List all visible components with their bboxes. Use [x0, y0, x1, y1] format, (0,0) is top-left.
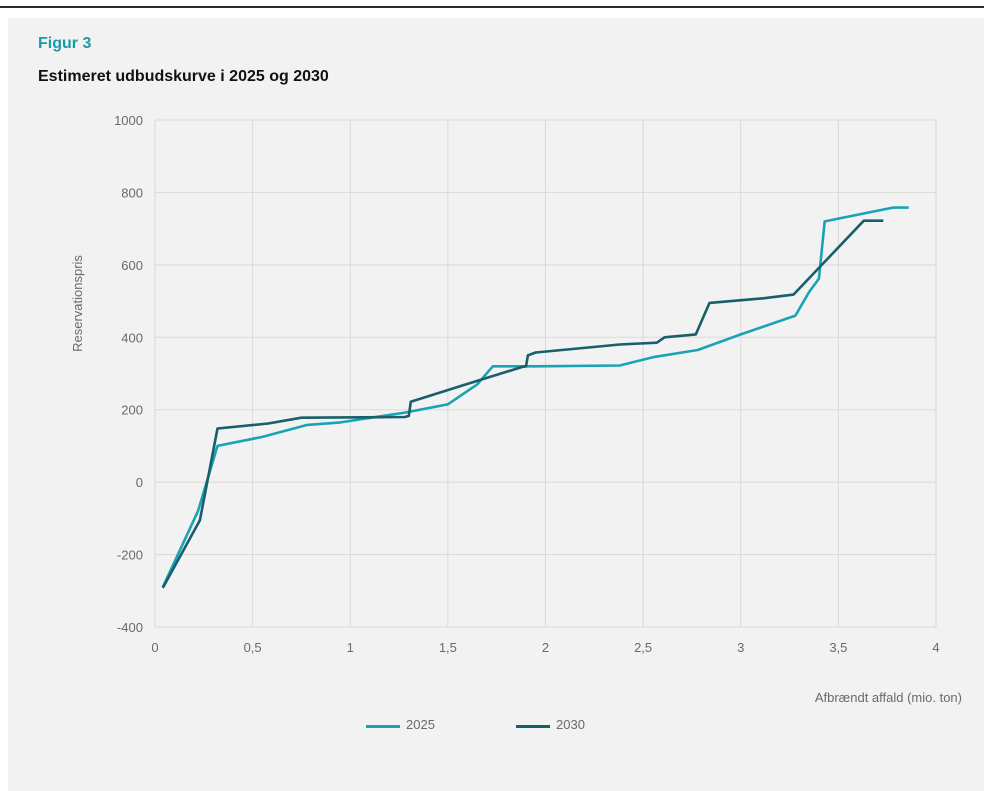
x-tick-label: 1,5 — [439, 640, 457, 655]
x-tick-label: 0 — [151, 640, 158, 655]
y-tick-label: 400 — [121, 330, 143, 345]
x-tick-labels: 0 0,5 1 1,5 2 2,5 3 3,5 4 — [151, 640, 939, 655]
x-tick-label: 3 — [737, 640, 744, 655]
x-tick-label: 0,5 — [244, 640, 262, 655]
series-lines — [161, 206, 909, 589]
figure-label: Figur 3 — [38, 35, 92, 52]
legend-swatch-2025 — [366, 725, 400, 728]
y-tick-label: -200 — [117, 548, 143, 563]
y-tick-label: 600 — [121, 258, 143, 273]
y-tick-label: 800 — [121, 185, 143, 200]
y-tick-label: 1000 — [114, 113, 143, 128]
figure-title: Estimeret udbudskurve i 2025 og 2030 — [38, 68, 329, 85]
figure-panel — [8, 18, 984, 791]
x-tick-label: 2 — [542, 640, 549, 655]
y-axis-label: Reservationspris — [70, 255, 85, 352]
legend-swatch-2030 — [516, 725, 550, 728]
y-tick-label: -400 — [117, 620, 143, 635]
x-tick-label: 3,5 — [829, 640, 847, 655]
y-tick-label: 200 — [121, 403, 143, 418]
legend-label-2030: 2030 — [556, 717, 585, 732]
legend-label-2025: 2025 — [406, 717, 435, 732]
series-line-2030 — [161, 219, 884, 589]
grid — [154, 119, 937, 628]
y-tick-label: 0 — [136, 475, 143, 490]
x-tick-label: 1 — [347, 640, 354, 655]
top-rule — [0, 6, 984, 8]
x-axis-label: Afbrændt affald (mio. ton) — [815, 690, 962, 705]
x-tick-label: 2,5 — [634, 640, 652, 655]
y-tick-labels: -400 -200 0 200 400 600 800 1000 — [114, 113, 143, 635]
legend: 2025 2030 — [0, 716, 984, 736]
x-tick-label: 4 — [932, 640, 939, 655]
